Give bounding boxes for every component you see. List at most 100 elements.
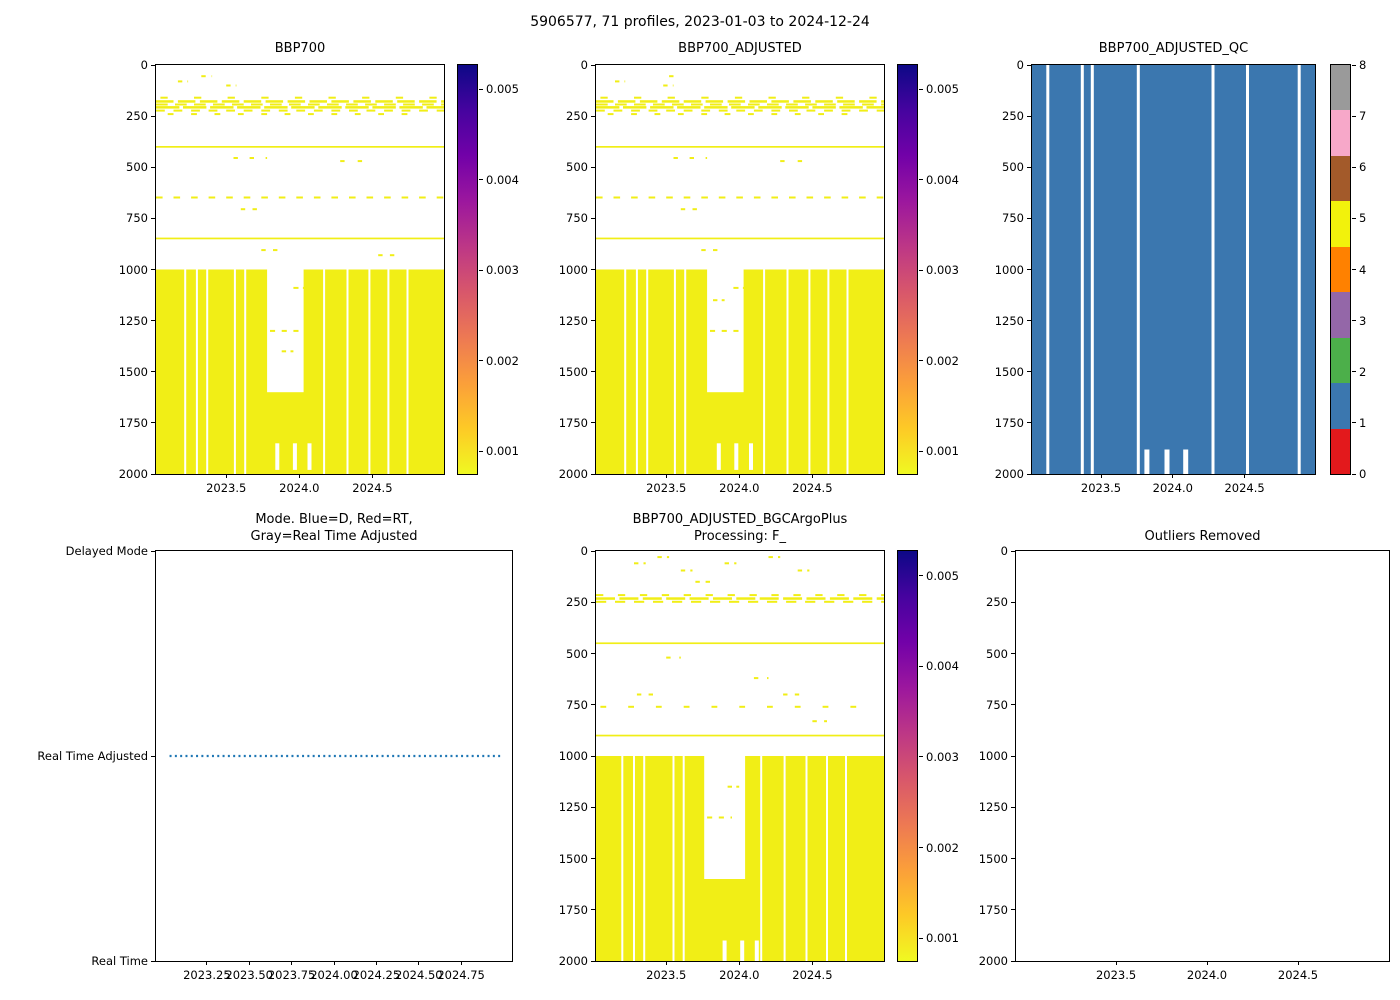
y-tick-label: 1000 [558, 262, 588, 277]
x-tick-mark [738, 474, 740, 478]
colorbar-tick-mark [1352, 422, 1356, 424]
y-tick-mark [151, 320, 155, 322]
y-tick-mark [1027, 473, 1031, 475]
y-tick-label: 1750 [558, 415, 588, 430]
y-tick-label: 1000 [978, 749, 1008, 763]
y-tick-mark [151, 755, 155, 757]
x-tick-mark [248, 961, 250, 965]
x-tick-label: 2024.5 [792, 968, 833, 982]
x-tick-label: 2024.0 [1152, 481, 1193, 495]
y-tick-label: 1250 [978, 800, 1008, 815]
y-tick-mark [151, 473, 155, 475]
y-tick-mark [591, 217, 595, 219]
colorbar-segment [1331, 155, 1350, 202]
x-tick-mark [665, 961, 667, 965]
y-tick-mark [1027, 320, 1031, 322]
colorbar-bgcargoplus: 0.001 0.002 0.003 0.004 0.005 [897, 550, 959, 962]
x-tick-mark [418, 961, 420, 965]
x-tick-mark [460, 961, 462, 965]
colorbar-tick-mark [479, 360, 483, 362]
y-tick-mark [1011, 601, 1015, 603]
colorbar-tick-label: 0.001 [486, 444, 519, 459]
heatmap-bgcargoplus: 2023.5 2024.0 2024.5 0 250 500 750 1000 1250 1500… [559, 544, 885, 982]
colorbar-tick-label: 6 [1359, 160, 1367, 175]
x-tick-label: 2023.5 [646, 481, 687, 495]
x-tick-mark [738, 961, 740, 965]
x-tick-label: 2024.0 [1186, 968, 1228, 982]
plot-canvas [156, 75, 444, 474]
heatmap-bbp700: 2023.5 2024.0 2024.5 0 250 500 750 1000 1250 1500… [119, 58, 445, 495]
x-tick-mark [1206, 961, 1208, 965]
colorbar-tick-label: 0.005 [926, 82, 959, 97]
colorbar-tick-mark [919, 88, 923, 90]
colorbar-tick-mark [919, 179, 923, 181]
y-tick-label: 1500 [558, 851, 588, 866]
y-tick-label: 0 [140, 58, 148, 72]
y-tick-label: 250 [986, 595, 1008, 610]
colorbar-tick-label: 0.003 [926, 749, 959, 764]
y-tick-mark [591, 269, 595, 270]
colorbar-tick-mark [919, 937, 923, 939]
y-tick-mark [591, 473, 595, 475]
x-tick-label: 2024.25 [352, 968, 401, 982]
colorbar-tick-mark [919, 756, 923, 758]
y-tick-label: 500 [1002, 160, 1024, 175]
y-tick-mark [1011, 806, 1015, 808]
y-tick-mark [151, 550, 155, 552]
x-tick-label: 2023.5 [206, 481, 247, 495]
x-tick-mark [1244, 474, 1246, 478]
y-tick-label: 1750 [978, 902, 1008, 917]
x-tick-mark [375, 961, 377, 965]
y-tick-mark [591, 371, 595, 373]
y-tick-label: 1250 [994, 313, 1024, 328]
y-tick-mark [1011, 960, 1015, 962]
y-tick-label: 750 [566, 697, 588, 712]
y-tick-label: 500 [566, 160, 588, 175]
y-tick-label: 1500 [994, 364, 1024, 379]
x-tick-mark [371, 474, 373, 478]
colorbar-segment [1331, 291, 1350, 338]
y-tick-label: 0 [1000, 544, 1008, 558]
colorbar-tick-label: 5 [1359, 211, 1367, 226]
colorbar-tick-mark [1352, 320, 1356, 322]
y-tick-mark [1011, 755, 1015, 757]
x-tick-mark [1115, 961, 1117, 965]
x-tick-label: 2024.00 [310, 968, 358, 982]
y-tick-label: 2000 [978, 954, 1008, 968]
y-tick-mark [591, 909, 595, 911]
x-tick-label: 2024.5 [792, 481, 833, 495]
colorbar-tick-mark [1352, 115, 1356, 117]
y-tick-label: 250 [1002, 109, 1024, 124]
heatmap-bbp700-adjusted: 2023.5 2024.0 2024.5 0 250 500 750 1000 1250 1500… [559, 58, 885, 495]
colorbar-tick-label: 0 [1359, 467, 1367, 481]
y-tick-mark [591, 550, 595, 552]
y-tick-mark [151, 960, 155, 962]
y-tick-mark [591, 653, 595, 654]
y-tick-mark [591, 858, 595, 859]
x-tick-label: 2024.5 [352, 481, 393, 495]
colorbar-tick-label: 0.002 [486, 353, 519, 368]
y-tick-label: 500 [566, 646, 588, 661]
plot-title-mode: Mode. Blue=D, Red=RT, Gray=Real Time Adj… [250, 512, 418, 544]
colorbar-segment [1331, 64, 1350, 111]
colorbar-segment [1331, 110, 1350, 156]
y-tick-mark [151, 371, 155, 373]
plot-canvas [1032, 65, 1315, 474]
plot-title-outliers-removed: Outliers Removed [1144, 529, 1261, 544]
y-tick-label: 750 [126, 211, 148, 226]
x-tick-mark [225, 474, 227, 478]
y-tick-label: 1500 [978, 851, 1008, 866]
y-tick-label: 250 [566, 109, 588, 124]
colorbar-tick-mark [919, 269, 923, 271]
y-tick-label: 1250 [558, 800, 588, 815]
y-tick-label: 1250 [558, 313, 588, 328]
y-tick-label: Delayed Mode [65, 544, 148, 558]
y-tick-mark [1027, 64, 1031, 66]
x-tick-label: 2024.5 [1224, 481, 1265, 495]
y-tick-label: 250 [566, 595, 588, 610]
colorbar-tick-label: 0.004 [926, 659, 959, 674]
x-tick-mark [298, 474, 300, 478]
colorbar-tick-label: 0.005 [486, 82, 519, 97]
x-tick-mark [333, 961, 335, 965]
x-tick-mark [1172, 474, 1174, 478]
